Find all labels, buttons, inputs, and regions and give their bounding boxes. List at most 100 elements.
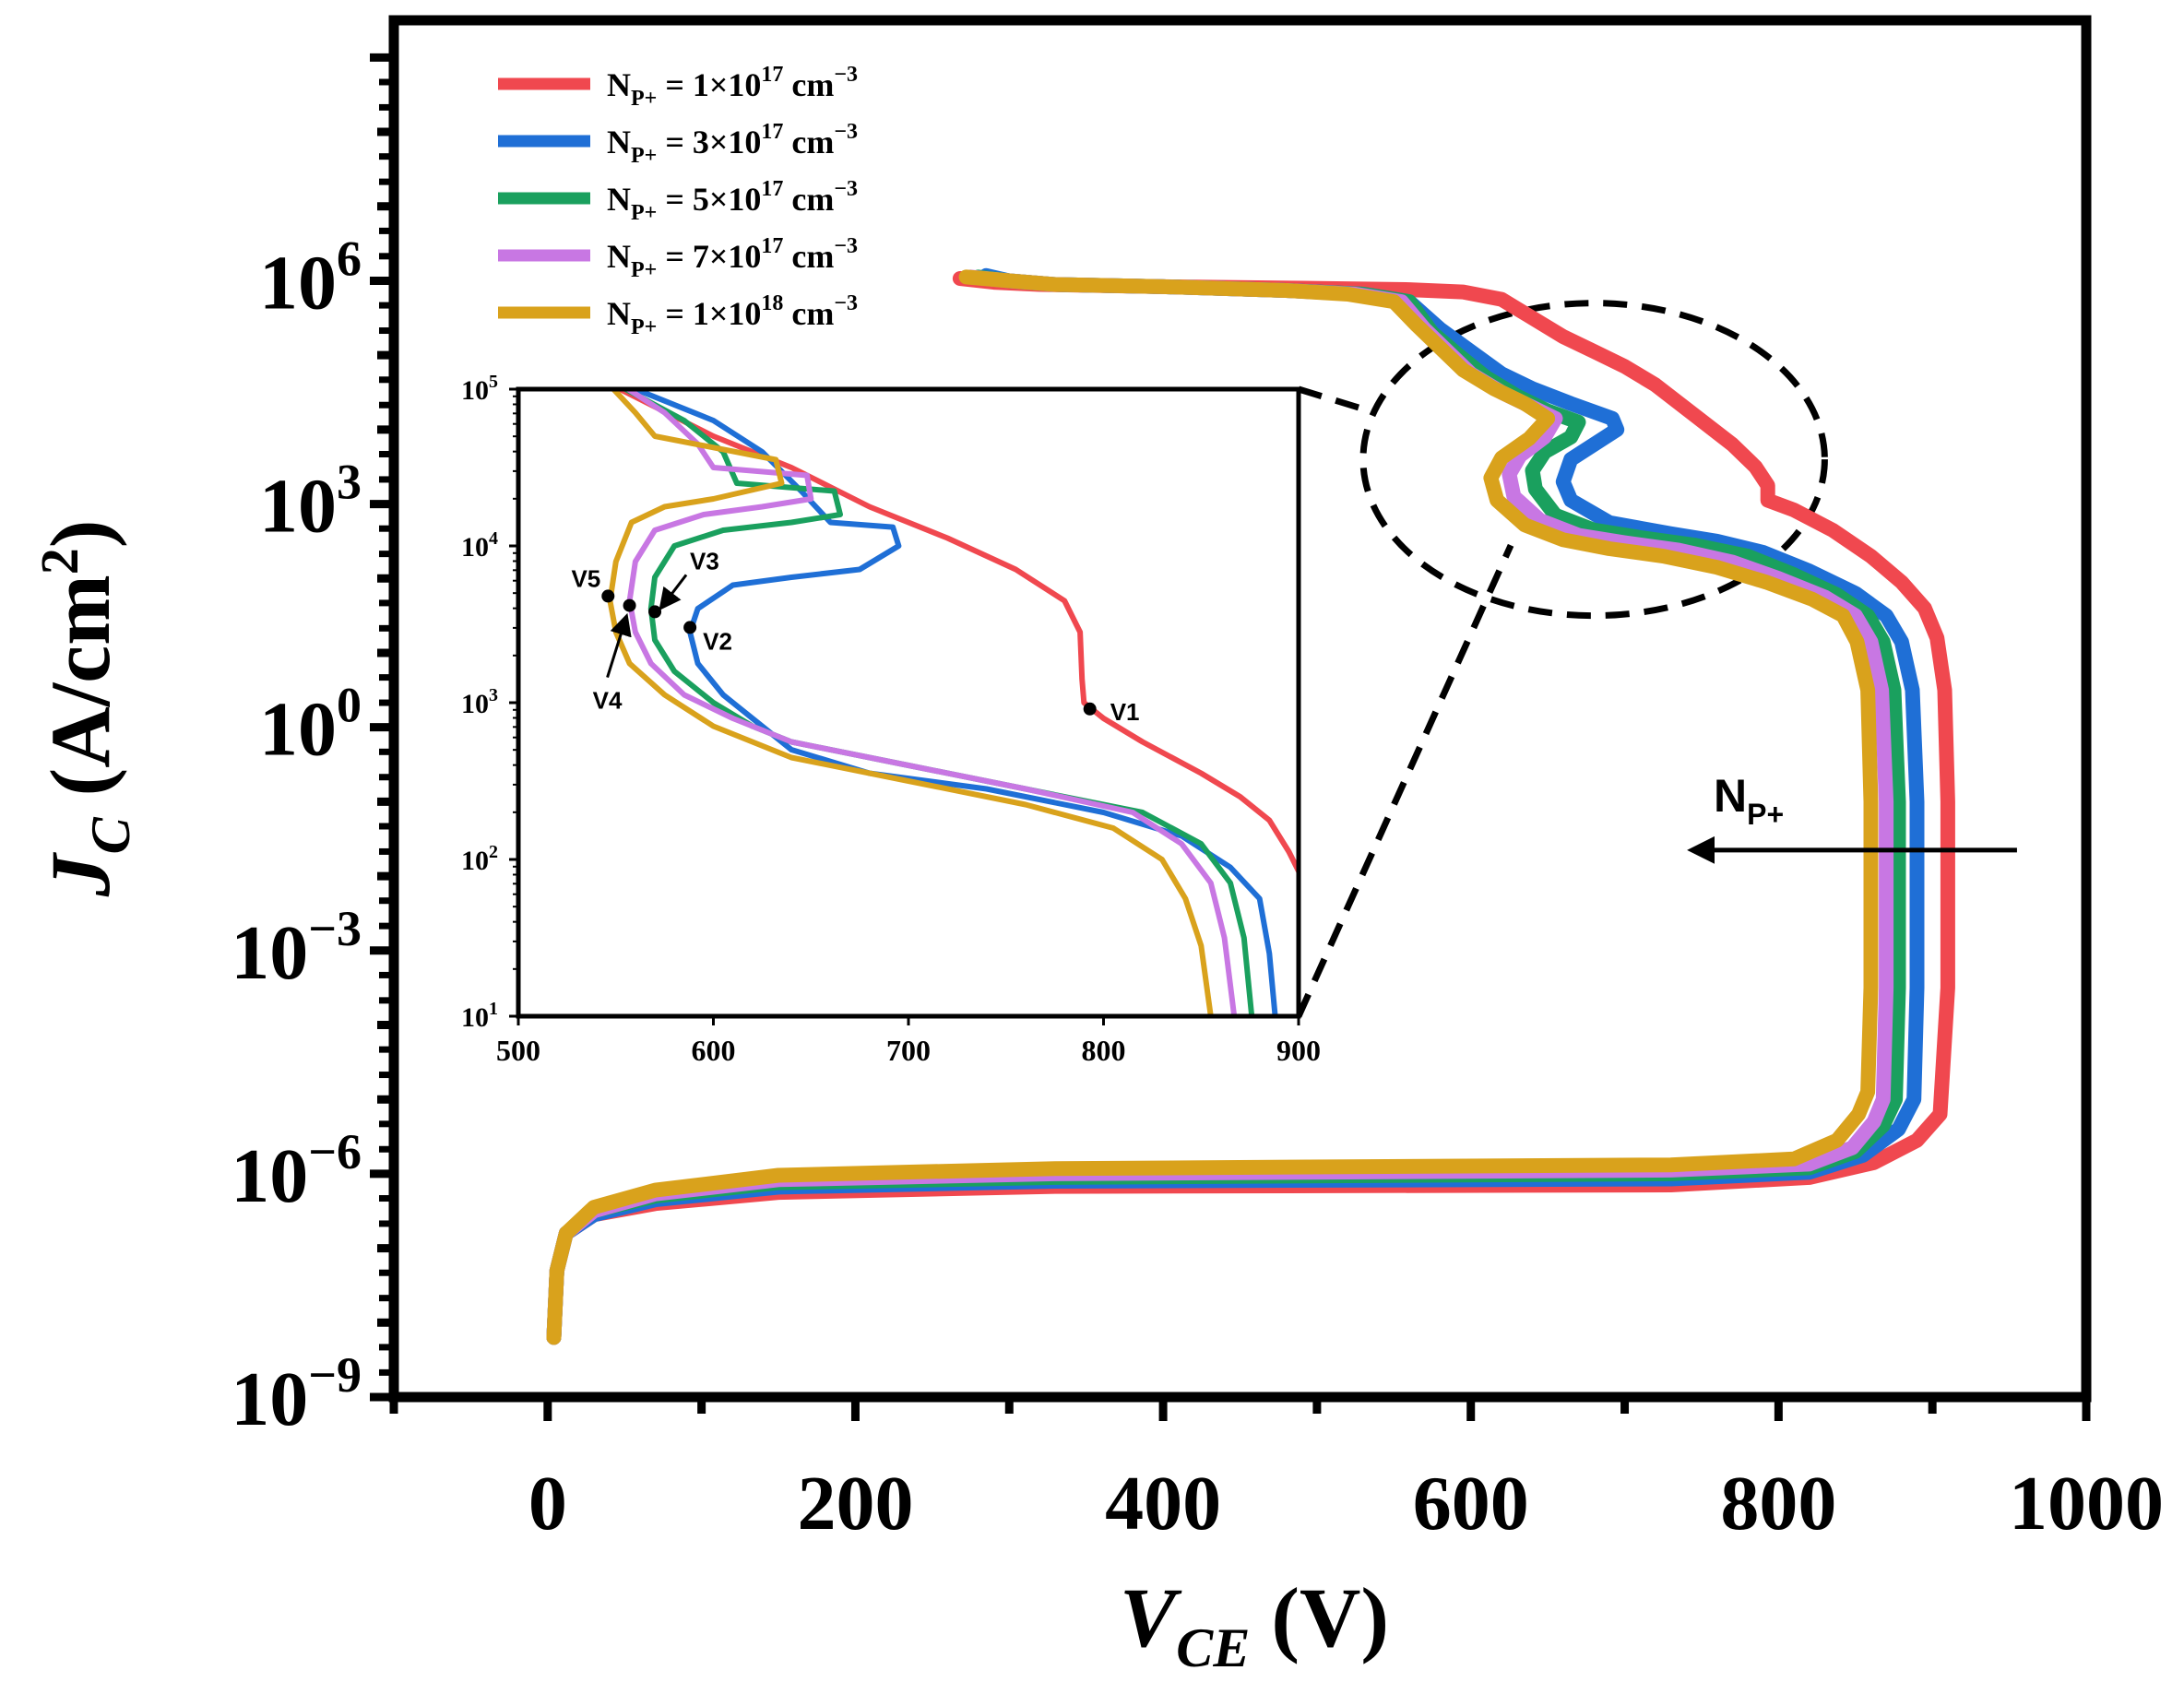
np-arrow-annotation: NP+ <box>1687 770 2017 864</box>
x-axis-title-unit: (V) <box>1250 1570 1389 1664</box>
inset-y-tick-label-base: 10 <box>461 1002 489 1033</box>
legend-unit-exponent: −3 <box>834 177 858 201</box>
legend-equals: = <box>657 181 693 218</box>
legend-unit-exponent: −3 <box>834 120 858 144</box>
y-tick-label: 106 <box>259 231 362 326</box>
y-tick-label-exp: 0 <box>337 678 362 733</box>
legend-unit: cm <box>783 66 834 103</box>
np-arrow-label-sub: P+ <box>1747 798 1784 831</box>
legend-mantissa: 1×10 <box>693 295 762 332</box>
legend-prefix: N <box>607 295 631 332</box>
inset-y-tick-label-exp: 3 <box>489 685 498 705</box>
legend-prefix: N <box>607 66 631 103</box>
y-tick-label-exp: 3 <box>337 455 362 510</box>
legend-equals: = <box>657 295 693 332</box>
y-tick-label: 103 <box>259 455 362 550</box>
inset-y-tick-label-exp: 1 <box>489 999 498 1019</box>
legend-exponent: 17 <box>761 177 783 201</box>
inset-pointer-v3 <box>659 574 688 611</box>
legend-exponent: 17 <box>761 120 783 144</box>
legend-exponent: 17 <box>761 63 783 87</box>
inset-x-tick-label: 500 <box>496 1034 540 1067</box>
inset-y-tick-label-base: 10 <box>461 689 489 719</box>
y-tick-label-exp: −3 <box>308 901 362 956</box>
inset-background <box>518 389 1299 1016</box>
legend: NP+ = 1×1017 cm−3NP+ = 3×1017 cm−3NP+ = … <box>498 63 858 339</box>
y-axis-title-sub: C <box>80 816 141 854</box>
legend-prefix: N <box>607 181 631 218</box>
legend-exponent: 17 <box>761 234 783 258</box>
x-tick-label: 200 <box>797 1461 913 1546</box>
inset-y-tick-label-exp: 5 <box>489 372 498 392</box>
legend-label-5: NP+ = 1×1018 cm−3 <box>607 291 858 339</box>
main-axis-ticks <box>370 53 2091 1421</box>
x-tick-label: 0 <box>528 1461 567 1546</box>
legend-label-4: NP+ = 7×1017 cm−3 <box>607 234 858 282</box>
inset-marker-label-v2: V2 <box>703 627 732 655</box>
y-tick-label-base: 10 <box>259 464 337 550</box>
legend-sub: P+ <box>631 201 657 225</box>
y-axis-title-main: J <box>33 851 127 897</box>
y-axis-title-unit-sup: 2 <box>30 548 89 575</box>
x-tick-label: 600 <box>1413 1461 1529 1546</box>
y-axis-title: JC (A/cm2) <box>30 520 141 898</box>
legend-unit: cm <box>783 238 834 275</box>
np-arrow-label: NP+ <box>1714 770 1784 831</box>
inset-marker-v5 <box>601 589 615 603</box>
zoom-connector-bottom <box>1295 543 1514 1018</box>
y-axis-title-unit-open: (A/cm <box>33 575 127 817</box>
legend-exponent: 18 <box>761 291 783 315</box>
y-tick-label-base: 10 <box>231 1356 308 1442</box>
legend-mantissa: 3×10 <box>693 124 762 160</box>
legend-unit-exponent: −3 <box>834 63 858 87</box>
y-tick-label: 100 <box>259 678 362 773</box>
zoom-connector-top <box>1297 385 1376 416</box>
inset-marker-label-v4: V4 <box>593 687 623 715</box>
x-tick-label: 400 <box>1105 1461 1221 1546</box>
inset-x-tick-label: 600 <box>692 1034 736 1067</box>
inset-y-tick-label: 104 <box>461 528 498 563</box>
inset-markers: V1 V2 V3 V4 V5 <box>571 547 1139 725</box>
legend-mantissa: 7×10 <box>693 238 762 275</box>
inset-marker-v2 <box>683 621 697 634</box>
y-tick-label: 10−3 <box>231 901 362 996</box>
inset-y-tick-label-base: 10 <box>461 375 489 406</box>
inset-y-tick-label: 102 <box>461 842 498 876</box>
legend-unit: cm <box>783 295 834 332</box>
legend-equals: = <box>657 66 693 103</box>
x-axis-title: VCE (V) <box>1120 1570 1389 1678</box>
legend-mantissa: 1×10 <box>693 66 762 103</box>
legend-prefix: N <box>607 238 631 275</box>
inset-y-tick-label-exp: 4 <box>489 528 498 549</box>
main-series-line-5 <box>546 269 1879 1345</box>
x-tick-label: 1000 <box>2009 1461 2164 1546</box>
main-series-group <box>546 267 1955 1345</box>
y-tick-label-base: 10 <box>259 240 337 326</box>
legend-sub: P+ <box>631 258 657 282</box>
legend-unit-exponent: −3 <box>834 291 858 315</box>
inset-marker-v1 <box>1083 702 1097 716</box>
zoom-ellipse <box>1359 300 1828 620</box>
inset-x-tick-label: 900 <box>1276 1034 1321 1067</box>
inset-y-tick-label: 103 <box>461 685 498 719</box>
inset-series-line-3 <box>619 389 1255 1016</box>
x-axis-title-sub: CE <box>1176 1617 1250 1678</box>
x-tick-label: 800 <box>1720 1461 1836 1546</box>
y-tick-label-exp: 6 <box>337 231 362 286</box>
inset-x-tick-label: 800 <box>1082 1034 1126 1067</box>
legend-equals: = <box>657 124 693 160</box>
inset-y-tick-label: 105 <box>461 372 498 406</box>
y-tick-label-exp: −9 <box>308 1347 362 1403</box>
inset-series-group <box>607 389 1299 1016</box>
legend-unit-exponent: −3 <box>834 234 858 258</box>
inset-y-tick-label: 101 <box>461 999 498 1033</box>
legend-prefix: N <box>607 124 631 160</box>
legend-mantissa: 5×10 <box>693 181 762 218</box>
legend-equals: = <box>657 238 693 275</box>
legend-label-2: NP+ = 3×1017 cm−3 <box>607 120 858 168</box>
y-tick-label-base: 10 <box>231 910 308 996</box>
inset-marker-label-v1: V1 <box>1110 698 1140 726</box>
inset-pointer-v4 <box>606 612 632 679</box>
